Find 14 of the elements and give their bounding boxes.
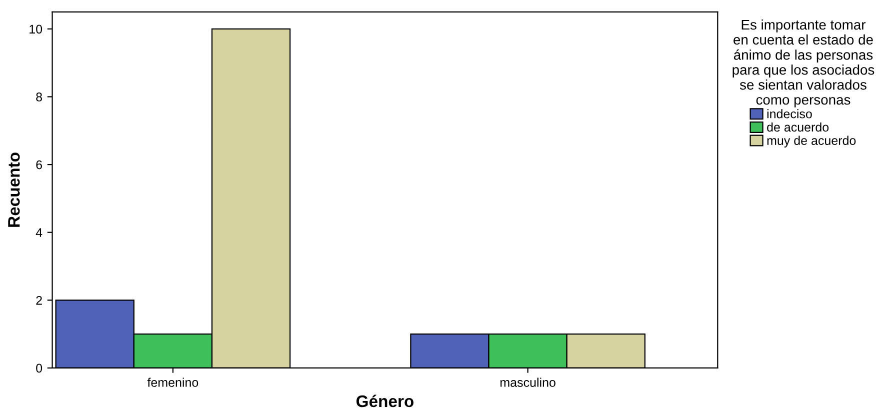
y-tick-label: 10: [30, 24, 42, 34]
x-axis-title: Género: [356, 394, 414, 408]
y-tick-label: 6: [36, 160, 42, 170]
y-tick-label: 0: [36, 364, 42, 373]
y-tick-label: 4: [36, 228, 42, 237]
legend-label: indeciso: [767, 109, 812, 118]
y-axis-title: Recuento: [8, 152, 20, 227]
y-tick-label: 2: [36, 296, 42, 305]
x-tick-label: femenino: [147, 378, 198, 387]
x-tick-label: masculino: [500, 378, 556, 387]
legend-label: de acuerdo: [767, 122, 829, 132]
legend-title: Es importante tomar en cuenta el estado de ánimo de las personas para que los asociados se sientan valorados como personas: [732, 19, 874, 108]
legend-label: muy de acuerdo: [767, 136, 856, 148]
y-tick-label: 8: [36, 92, 42, 102]
